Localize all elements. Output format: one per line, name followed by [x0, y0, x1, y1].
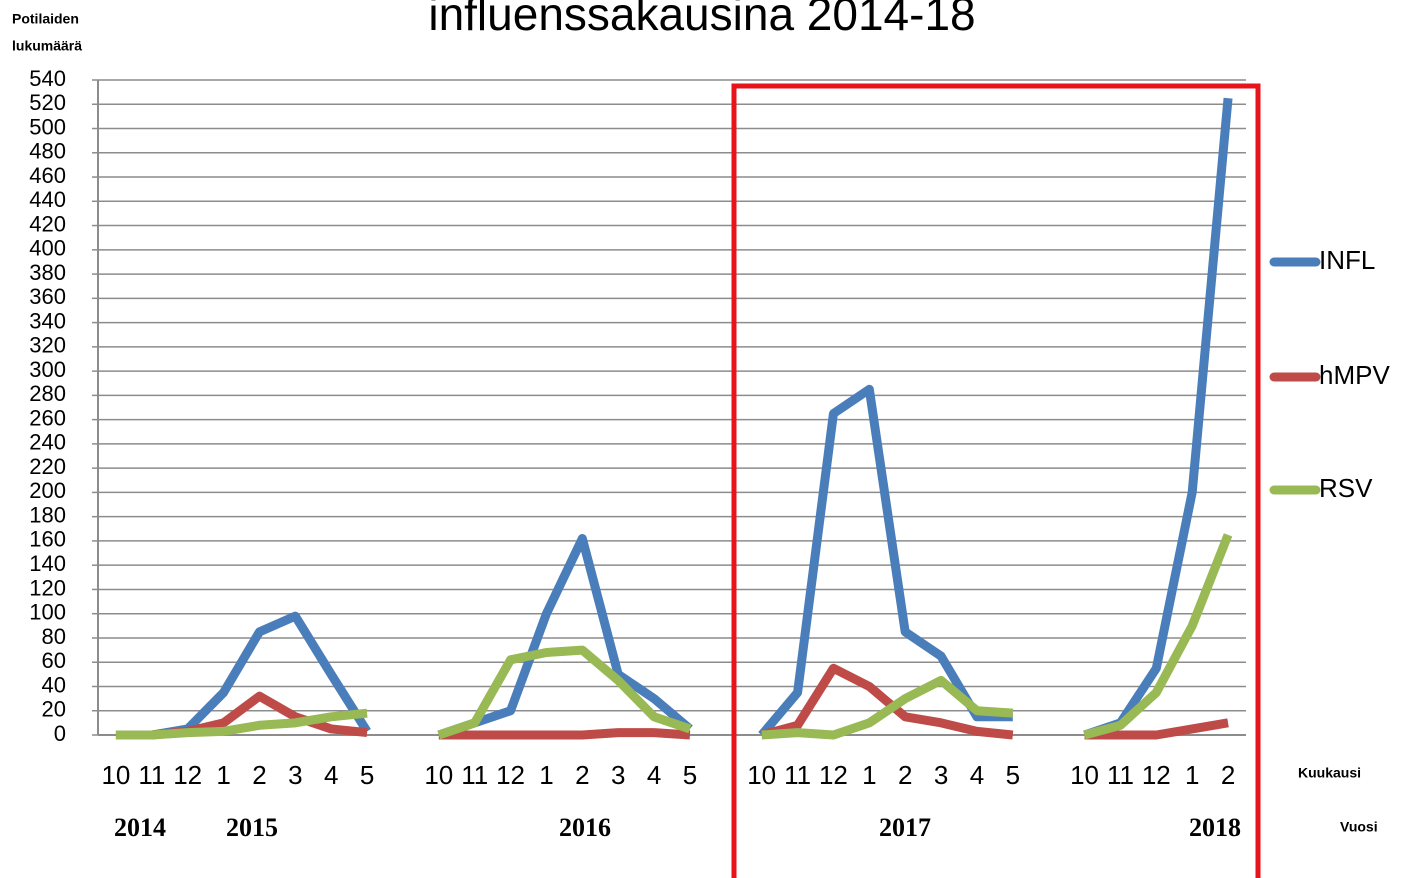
x-axis-label: Kuukausi	[1298, 765, 1361, 781]
x-tick-label: 10	[747, 760, 776, 790]
x-tick-label: 12	[819, 760, 848, 790]
y-tick-label: 320	[29, 333, 66, 358]
x-tick-label: 2	[1221, 760, 1235, 790]
y-tick-label: 0	[54, 721, 66, 746]
x-tick-label: 4	[970, 760, 984, 790]
y-tick-label: 280	[29, 381, 66, 406]
series-line	[115, 663, 1229, 740]
y-tick-label: 180	[29, 502, 66, 527]
legend-label: hMPV	[1319, 360, 1390, 390]
series-line	[115, 533, 1233, 740]
x-tick-label: 1	[216, 760, 230, 790]
x-tick-label: 2	[252, 760, 266, 790]
y-tick-label: 80	[42, 624, 66, 649]
x-tick-label: 3	[288, 760, 302, 790]
y-tick-label: 20	[42, 697, 66, 722]
y-tick-label: 520	[29, 90, 66, 115]
y-tick-label: 500	[29, 114, 66, 139]
y-tick-label: 360	[29, 284, 66, 309]
plot: 0204060801001201401601802002202402602803…	[29, 66, 1246, 842]
x-tick-label: 2	[575, 760, 589, 790]
y-tick-label: 140	[29, 551, 66, 576]
y-tick-label: 60	[42, 648, 66, 673]
y-tick-label: 400	[29, 236, 66, 261]
x-tick-label: 12	[1142, 760, 1171, 790]
y-tick-label: 480	[29, 139, 66, 164]
y-tick-label: 40	[42, 672, 66, 697]
y-tick-label: 260	[29, 405, 66, 430]
x-tick-label: 11	[461, 760, 488, 790]
y-tick-label: 540	[29, 66, 66, 91]
x-tick-label: 11	[1107, 760, 1134, 790]
x-tick-label: 12	[496, 760, 525, 790]
x-tick-label: 11	[138, 760, 165, 790]
highlight-box	[731, 83, 1261, 878]
y-tick-label: 160	[29, 527, 66, 552]
x-tick-label: 12	[173, 760, 202, 790]
y-tick-label: 240	[29, 430, 66, 455]
chart-title: influenssakausina 2014-18	[428, 0, 975, 40]
y-axis-label: Potilaiden	[12, 11, 79, 27]
x-tick-label: 2	[898, 760, 912, 790]
year-label: 2014	[114, 813, 166, 842]
y-tick-label: 380	[29, 260, 66, 285]
x-tick-label: 5	[360, 760, 374, 790]
y-tick-label: 340	[29, 308, 66, 333]
y-tick-label: 420	[29, 211, 66, 236]
x-tick-label: 1	[539, 760, 553, 790]
x-tick-label: 3	[611, 760, 625, 790]
x-tick-label: 1	[862, 760, 876, 790]
x-tick-label: 11	[784, 760, 811, 790]
y-tick-label: 220	[29, 454, 66, 479]
year-axis-label: Vuosi	[1340, 819, 1378, 835]
x-tick-label: 3	[934, 760, 948, 790]
year-label: 2017	[879, 813, 931, 842]
y-tick-label: 300	[29, 357, 66, 382]
year-label: 2016	[559, 813, 611, 842]
y-tick-label: 200	[29, 478, 66, 503]
x-tick-label: 10	[424, 760, 453, 790]
x-tick-label: 4	[647, 760, 661, 790]
y-tick-label: 100	[29, 600, 66, 625]
year-label: 2018	[1189, 813, 1241, 842]
x-tick-label: 4	[324, 760, 338, 790]
y-tick-label: 460	[29, 163, 66, 188]
legend-label: INFL	[1319, 245, 1375, 275]
y-tick-label: 440	[29, 187, 66, 212]
series-line	[115, 97, 1233, 740]
x-tick-label: 5	[1006, 760, 1020, 790]
x-tick-label: 10	[101, 760, 130, 790]
y-tick-label: 120	[29, 575, 66, 600]
y-axis-label: lukumäärä	[12, 38, 82, 54]
year-label: 2015	[226, 813, 278, 842]
x-tick-label: 5	[683, 760, 697, 790]
x-tick-label: 10	[1070, 760, 1099, 790]
legend-label: RSV	[1319, 473, 1373, 503]
x-tick-label: 1	[1185, 760, 1199, 790]
